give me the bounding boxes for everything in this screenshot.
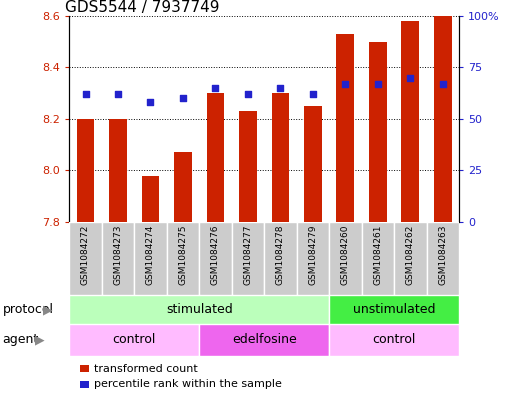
Bar: [102, 222, 134, 295]
Text: GSM1084263: GSM1084263: [439, 224, 447, 285]
Text: percentile rank within the sample: percentile rank within the sample: [94, 379, 282, 389]
Bar: [402, 21, 419, 222]
Bar: [427, 222, 459, 295]
Text: GSM1084262: GSM1084262: [406, 224, 415, 285]
Bar: [329, 295, 459, 324]
Text: GSM1084260: GSM1084260: [341, 224, 350, 285]
Bar: [69, 295, 329, 324]
Bar: [394, 222, 427, 295]
Bar: [199, 222, 232, 295]
Bar: [109, 119, 127, 222]
Text: stimulated: stimulated: [166, 303, 232, 316]
Text: control: control: [112, 333, 156, 347]
Bar: [297, 222, 329, 295]
Point: [146, 99, 154, 105]
Point: [244, 91, 252, 97]
Bar: [329, 222, 362, 295]
Bar: [434, 16, 452, 222]
Text: GSM1084277: GSM1084277: [244, 224, 252, 285]
Bar: [264, 222, 297, 295]
Point: [374, 81, 382, 87]
Bar: [304, 106, 322, 222]
Text: agent: agent: [3, 333, 39, 347]
Bar: [329, 324, 459, 356]
Text: GSM1084279: GSM1084279: [308, 224, 318, 285]
Bar: [174, 152, 192, 222]
Text: unstimulated: unstimulated: [353, 303, 436, 316]
Point: [82, 91, 90, 97]
Point: [114, 91, 122, 97]
Bar: [239, 111, 257, 222]
Point: [406, 75, 415, 81]
Bar: [76, 119, 94, 222]
Bar: [337, 34, 354, 222]
Bar: [167, 222, 199, 295]
Text: GDS5544 / 7937749: GDS5544 / 7937749: [65, 0, 220, 15]
Bar: [69, 222, 102, 295]
Bar: [369, 42, 387, 222]
Bar: [271, 93, 289, 222]
Point: [277, 85, 285, 91]
Point: [341, 81, 349, 87]
Point: [211, 85, 220, 91]
Text: protocol: protocol: [3, 303, 53, 316]
Text: ▶: ▶: [43, 303, 52, 316]
Bar: [207, 93, 224, 222]
Point: [309, 91, 317, 97]
Point: [439, 81, 447, 87]
Bar: [362, 222, 394, 295]
Text: GSM1084273: GSM1084273: [113, 224, 123, 285]
Text: GSM1084275: GSM1084275: [179, 224, 187, 285]
Bar: [142, 176, 160, 222]
Text: GSM1084261: GSM1084261: [373, 224, 382, 285]
Text: GSM1084272: GSM1084272: [81, 224, 90, 285]
Bar: [199, 324, 329, 356]
Text: control: control: [372, 333, 416, 347]
Bar: [232, 222, 264, 295]
Text: edelfosine: edelfosine: [232, 333, 297, 347]
Bar: [69, 324, 199, 356]
Text: GSM1084274: GSM1084274: [146, 224, 155, 285]
Point: [179, 95, 187, 101]
Text: transformed count: transformed count: [94, 364, 198, 374]
Text: ▶: ▶: [35, 333, 45, 347]
Bar: [134, 222, 167, 295]
Text: GSM1084276: GSM1084276: [211, 224, 220, 285]
Text: GSM1084278: GSM1084278: [276, 224, 285, 285]
